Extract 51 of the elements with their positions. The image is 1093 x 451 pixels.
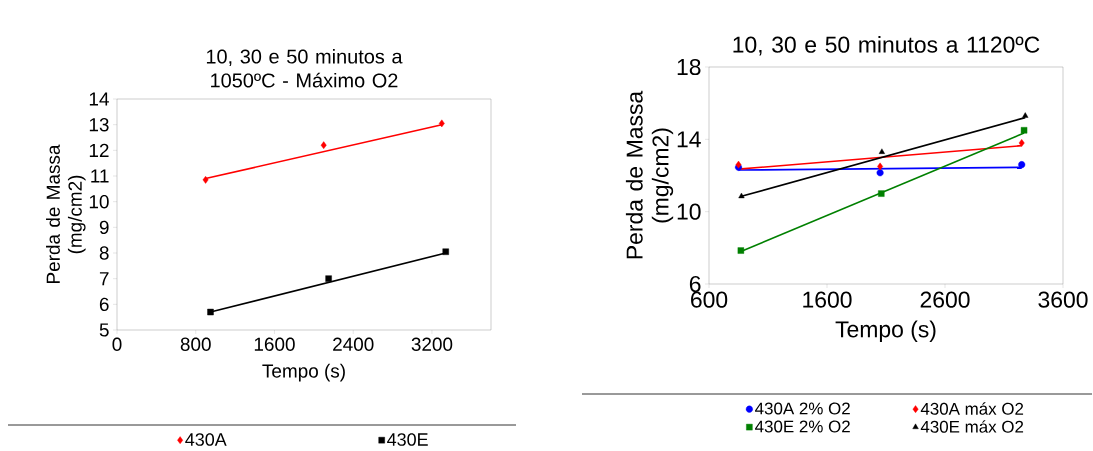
y-tick-label: 12 (89, 143, 109, 157)
point (876, 169, 884, 177)
point (442, 248, 449, 255)
y-tick-label: 5 (99, 323, 109, 337)
x-tick-label: 3200 (411, 337, 453, 351)
y-tick-label: 14 (89, 92, 109, 106)
y-tick-label: 6 (689, 275, 701, 293)
point (438, 119, 445, 128)
y-tick-label: 10 (677, 203, 701, 220)
x-tick-label: 2600 (920, 291, 970, 308)
point (320, 141, 327, 150)
point (878, 190, 885, 197)
x-tick-label: 3600 (1038, 291, 1088, 308)
legend-label: 430E 2% O2 (755, 420, 850, 433)
y-tick-label: 6 (99, 297, 109, 312)
x-tick-label: 0 (112, 337, 122, 351)
x-tick-label: 600 (691, 291, 728, 308)
legend-label: 430A máx O2 (920, 402, 1024, 415)
y-axis-title: Perda de Massa (mg/cm2) (46, 144, 86, 283)
y-tick-label: 10 (89, 194, 109, 209)
point (737, 247, 745, 254)
chart-title: 10, 30 e 50 minutos a 1050ºC - Máximo O2 (206, 48, 403, 88)
point (202, 176, 209, 184)
legend-label: 430E (387, 433, 428, 446)
point (738, 192, 745, 199)
legend-label: 430A 2% O2 (755, 402, 850, 415)
point (325, 275, 332, 282)
point (1018, 139, 1025, 147)
point (878, 148, 885, 154)
x-tick-label: 2400 (333, 337, 374, 351)
y-tick-label: 7 (99, 272, 109, 286)
x-tick-label: 800 (180, 337, 211, 351)
point (1020, 127, 1028, 134)
y-tick-label: 8 (99, 246, 109, 260)
point (207, 308, 214, 316)
legend-label: 430E máx O2 (920, 420, 1024, 433)
y-tick-label: 9 (99, 220, 109, 235)
y-tick-label: 13 (89, 117, 109, 132)
y-tick-label: 18 (677, 58, 701, 76)
x-tick-label: 1600 (254, 337, 295, 351)
y-tick-label: 11 (91, 169, 109, 183)
point (877, 162, 884, 171)
x-tick-label: 1600 (803, 291, 852, 308)
y-tick-label: 14 (677, 131, 701, 148)
x-axis-title: Tempo (s) (262, 363, 345, 382)
legend-label: 430A (185, 433, 227, 446)
chart-title: 10, 30 e 50 minutos a 1120ºC (733, 35, 1040, 56)
x-axis-title: Tempo (s) (835, 320, 936, 342)
point (1018, 161, 1026, 169)
point (1022, 112, 1029, 118)
y-axis-title: Perda de Massa (mg/cm2) (625, 90, 674, 259)
